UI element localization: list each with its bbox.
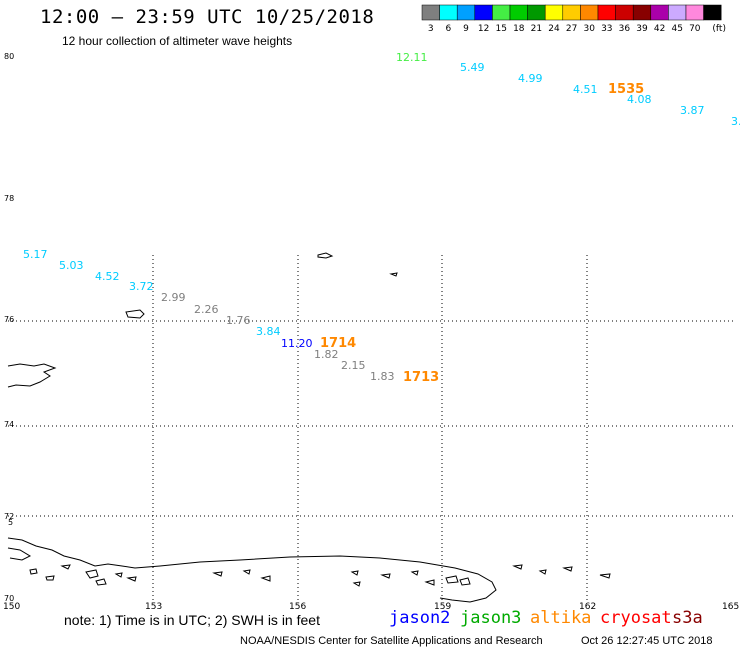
lon-label-165: 165 [722,602,739,612]
lat-tick-5: 5 [8,518,13,527]
satellite-cryosat: cryosat [600,608,672,628]
legend-label: 45 [671,24,682,34]
credit-line: NOAA/NESDIS Center for Satellite Applica… [240,635,543,647]
lat-label-76: 76 [4,315,14,324]
swh-label: 2.99 [161,291,186,304]
pass-time-label: 1713 [403,370,439,385]
legend-label: 12 [478,24,489,34]
lon-label-156: 156 [289,602,306,612]
lat-label-78: 78 [4,194,14,203]
swh-label: 2.15 [341,359,366,372]
satellite-jason2: jason2 [389,608,451,628]
legend-swatch [685,4,704,21]
legend-label: 15 [495,24,506,34]
satellite-s3a: s3a [672,608,703,628]
swh-label: 11.20 [281,337,313,350]
legend-swatch [597,4,616,21]
coastline [7,252,497,603]
legend-swatch [421,4,440,21]
legend-swatch [527,4,546,21]
legend-swatch [509,4,528,21]
legend-swatch [456,4,476,21]
lat-label-74: 74 [4,420,14,429]
legend-label: 18 [513,24,525,34]
legend-label: 6 [446,24,452,34]
legend-label: 42 [654,24,665,34]
legend-label: 9 [463,24,469,34]
swh-label: 3.72 [129,280,154,293]
lon-label-153: 153 [145,602,162,612]
legend-label: 39 [636,24,648,34]
legend-swatch [703,4,722,21]
legend-swatch [632,4,652,21]
legend-label: 21 [531,24,542,34]
legend-swatch [439,4,458,21]
lon-label-162: 162 [579,602,596,612]
swh-label: 4.51 [573,83,598,96]
legend-swatch [580,4,599,21]
legend-swatch [474,4,493,21]
legend-swatch [544,4,564,21]
map-subtitle: 12 hour collection of altimeter wave hei… [62,34,293,48]
legend-label: 24 [548,24,560,34]
legend-colorbar: 3 6 9 12 15 18 21 24 27 30 33 36 39 42 45 70 (ft) [421,4,726,34]
generation-timestamp: Oct 26 12:27:45 UTC 2018 [581,635,713,647]
lon-label-150: 150 [3,602,20,612]
graticule [8,255,736,600]
swh-label: 3.84 [256,325,281,338]
footer-note: note: 1) Time is in UTC; 2) SWH is in fe… [64,612,320,628]
small-islands [29,564,611,587]
legend-swatch [650,4,669,21]
legend-label: 30 [583,24,595,34]
legend-label: 36 [619,24,631,34]
satellite-jason3: jason3 [460,608,522,628]
legend-swatch [615,4,634,21]
swh-label: 1.76 [226,314,251,327]
lat-label-70: 70 [4,594,14,603]
map-title: 12:00 – 23:59 UTC 10/25/2018 [40,6,375,28]
swh-label: 5.17 [23,248,48,261]
swh-label: 1.83 [370,370,395,383]
swh-label: 2.26 [194,303,219,316]
pass-time-label: 1535 [608,82,644,97]
legend-swatch [562,4,581,21]
swh-label: 3. [731,115,740,128]
legend-label: 3 [428,24,434,34]
pass-time-label: 1714 [320,336,356,351]
swh-label: 1.82 [314,348,339,361]
lon-label-159: 159 [434,602,451,612]
swh-label: 4.08 [627,93,652,106]
swh-label: 5.03 [59,259,84,272]
legend-label: 33 [601,24,612,34]
satellite-altika: altika [530,608,592,628]
swh-label: 4.99 [518,72,543,85]
swh-label: 12.11 [396,51,428,64]
swh-label: 4.52 [95,270,120,283]
lat-label-72: 72 [4,512,14,521]
swh-label: 3.87 [680,104,705,117]
swh-label: 5.49 [460,61,485,74]
legend-swatch [492,4,511,21]
legend-label: 70 [689,24,701,34]
legend-unit: (ft) [712,24,726,34]
legend-label: 27 [566,24,577,34]
lat-label-80: 80 [4,52,14,61]
legend-swatch [668,4,687,21]
